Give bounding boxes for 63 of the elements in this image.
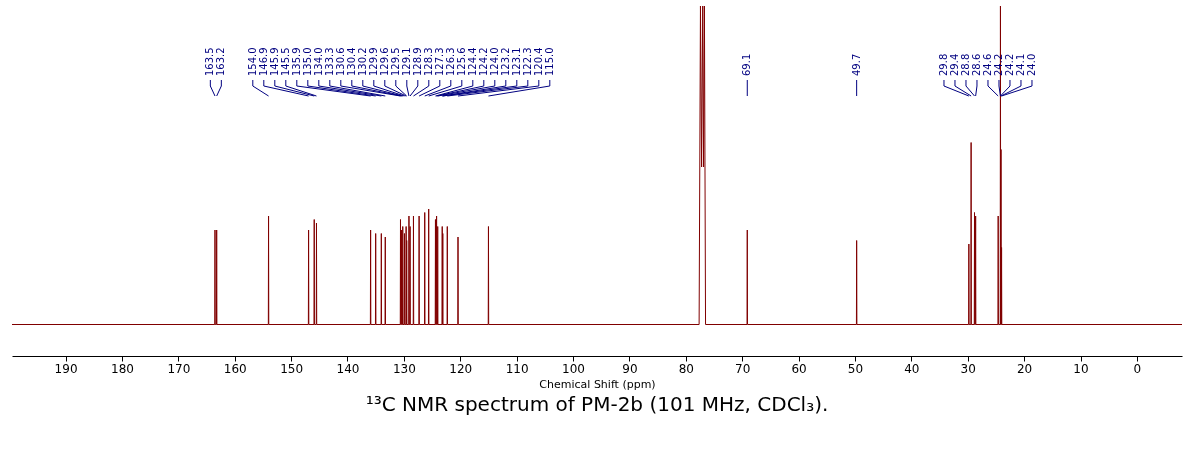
x-tick-label: 0 xyxy=(1133,361,1142,376)
annotation: 24.0 xyxy=(1025,53,1037,76)
annotation: 124.2 xyxy=(477,47,489,76)
x-tick-label: 170 xyxy=(167,361,191,376)
annotation: 130.6 xyxy=(334,47,346,76)
x-tick-label: 30 xyxy=(960,361,976,376)
x-tick-label: 180 xyxy=(111,361,134,376)
x-tick-label: 160 xyxy=(223,361,247,376)
annotation: 115.0 xyxy=(543,47,555,76)
annotation: 124.0 xyxy=(488,47,500,76)
annotation: 124.4 xyxy=(466,47,478,76)
x-tick-label: 50 xyxy=(847,361,864,376)
x-tick-label: 70 xyxy=(735,361,751,376)
annotation: 123.2 xyxy=(499,47,511,76)
x-axis-title: Chemical Shift (ppm) xyxy=(539,377,656,391)
annotation: 120.4 xyxy=(532,47,544,76)
x-tick-label: 90 xyxy=(622,361,638,376)
annotation: 146.9 xyxy=(257,47,269,76)
annotation: 130.2 xyxy=(356,47,368,76)
annotation: 129.6 xyxy=(378,47,390,76)
annotation: 125.6 xyxy=(455,47,467,76)
annotation: 154.0 xyxy=(246,47,258,76)
annotation: 24.2 xyxy=(992,53,1004,76)
x-tick-label: 40 xyxy=(904,361,920,376)
annotation: 133.3 xyxy=(323,47,335,76)
annotation: 135.9 xyxy=(290,47,302,76)
x-tick-label: 10 xyxy=(1073,361,1089,376)
annotation: 69.1 xyxy=(741,53,753,76)
annotation: 163.2 xyxy=(215,47,227,76)
x-tick-label: 120 xyxy=(449,361,473,376)
annotation: 128.3 xyxy=(422,47,434,76)
annotation: 126.3 xyxy=(444,47,456,76)
annotation: 134.0 xyxy=(312,47,324,76)
annotation: 24.1 xyxy=(1014,53,1026,76)
annotation: 145.9 xyxy=(268,47,280,76)
annotation: 130.4 xyxy=(345,47,357,76)
x-tick-label: 130 xyxy=(392,361,416,376)
annotation: 129.1 xyxy=(400,47,412,76)
annotation: 145.5 xyxy=(279,47,291,76)
annotation: 123.1 xyxy=(510,47,522,76)
annotation: 163.5 xyxy=(204,47,216,76)
annotation: 129.9 xyxy=(367,47,379,76)
annotation: 128.9 xyxy=(411,47,423,76)
annotation: 127.3 xyxy=(433,47,445,76)
annotation: 49.7 xyxy=(850,53,862,76)
annotation: 29.4 xyxy=(948,53,960,76)
annotation: 135.0 xyxy=(301,47,313,76)
x-tick-label: 60 xyxy=(791,361,807,376)
x-tick-label: 190 xyxy=(54,361,78,376)
annotation: 129.5 xyxy=(389,47,401,76)
annotation: 28.8 xyxy=(959,53,971,76)
text: ¹³C NMR spectrum of PM-2b (101 MHz, CDCl₃). xyxy=(365,392,829,416)
annotation: 122.3 xyxy=(521,47,533,76)
x-tick-label: 80 xyxy=(678,361,694,376)
x-tick-label: 100 xyxy=(562,361,585,376)
annotation: 24.2 xyxy=(1003,53,1015,76)
x-tick-label: 150 xyxy=(280,361,304,376)
annotation: 28.6 xyxy=(970,53,982,76)
annotation: 29.8 xyxy=(937,53,949,76)
x-tick-label: 20 xyxy=(1016,361,1033,376)
x-tick-label: 140 xyxy=(336,361,360,376)
x-tick-label: 110 xyxy=(505,361,529,376)
annotation: 24.6 xyxy=(981,53,993,76)
